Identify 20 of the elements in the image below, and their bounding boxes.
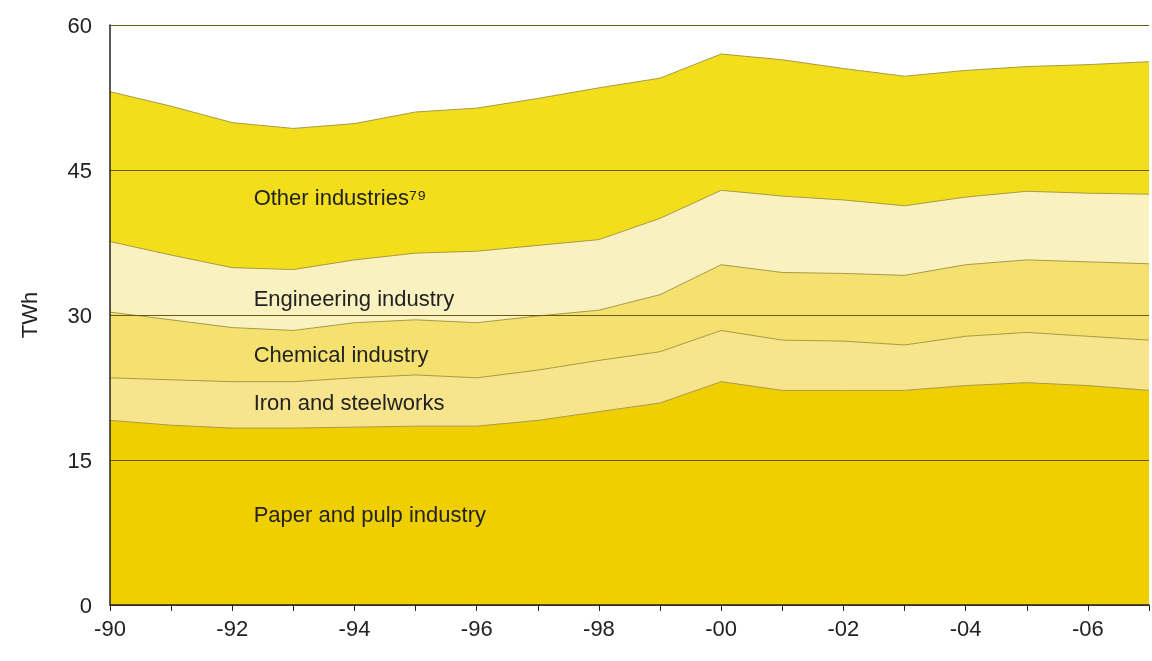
y-tick-label: 45: [67, 157, 92, 183]
y-tick-label: 30: [67, 302, 92, 328]
series-label: Paper and pulp industry: [253, 502, 486, 528]
series-label: Iron and steelworks: [253, 390, 445, 416]
y-tick-label: 15: [67, 447, 92, 473]
x-tick-label: -96: [460, 615, 493, 641]
y-tick-label: 60: [67, 12, 92, 38]
x-tick-label: -98: [583, 615, 615, 641]
x-tick-label: -00: [705, 615, 738, 641]
y-axis-title: TWh: [16, 291, 42, 339]
x-tick-label: -94: [338, 615, 371, 641]
series-label: Other industries⁷⁹: [253, 184, 427, 210]
y-tick-label: 0: [79, 592, 92, 618]
x-tick-label: -04: [949, 615, 982, 641]
x-tick-label: -06: [1071, 615, 1104, 641]
series-label: Chemical industry: [253, 341, 429, 367]
series-label: Engineering industry: [253, 285, 455, 311]
x-tick-label: -90: [94, 615, 126, 641]
x-tick-label: -02: [827, 615, 860, 641]
x-tick-label: -92: [216, 615, 249, 641]
